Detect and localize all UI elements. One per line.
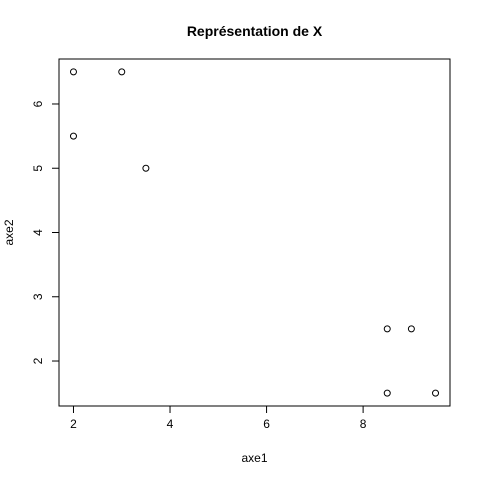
data-point [118,68,126,76]
data-points [69,68,440,397]
data-point [69,132,77,140]
x-tick-label: 4 [167,417,174,431]
data-point [383,325,391,333]
y-tick-label: 5 [31,165,45,172]
data-point [383,389,391,397]
data-point [432,389,440,397]
data-point [69,68,77,76]
data-point [407,325,415,333]
y-tick-label: 4 [31,229,45,236]
y-tick-label: 6 [31,100,45,107]
chart-title: Représentation de X [187,23,323,39]
data-point [142,164,150,172]
y-tick-label: 3 [31,293,45,300]
x-axis: 2 4 6 8 [70,405,367,431]
y-tick-label: 2 [31,357,45,364]
x-axis-label: axe1 [241,451,267,465]
x-tick-label: 8 [360,417,367,431]
y-axis: 2 3 4 5 6 [31,100,60,364]
y-axis-label: axe2 [2,219,16,245]
x-tick-label: 2 [70,417,77,431]
x-tick-label: 6 [263,417,270,431]
